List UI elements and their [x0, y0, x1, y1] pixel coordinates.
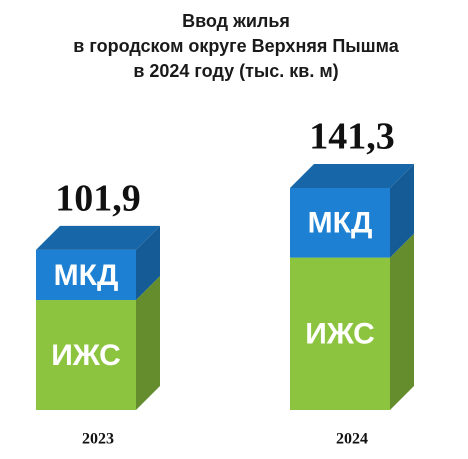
bar-side	[136, 225, 160, 301]
segment-label: ИЖС	[305, 318, 375, 351]
chart-title: Ввод жилья	[182, 11, 290, 31]
segment-label: МКД	[54, 259, 119, 292]
bar-segment	[36, 249, 136, 301]
bar-segment	[290, 188, 390, 258]
segment-label: ИЖС	[51, 339, 121, 372]
bar-side	[390, 233, 414, 410]
bar-segment	[290, 257, 390, 410]
x-tick-label: 2023	[82, 431, 114, 448]
bar-segment	[36, 300, 136, 410]
chart-title: в 2024 году (тыс. кв. м)	[133, 61, 338, 81]
bar-top	[36, 225, 160, 250]
chart-title: в городском округе Верхняя Пышма	[73, 36, 399, 56]
x-tick-label: 2024	[336, 431, 368, 448]
bar-side	[136, 276, 160, 410]
bar-side	[390, 164, 414, 258]
total-label: 101,9	[55, 178, 141, 220]
bar-top	[290, 164, 414, 188]
segment-label: МКД	[308, 207, 373, 240]
total-label: 141,3	[309, 116, 395, 158]
